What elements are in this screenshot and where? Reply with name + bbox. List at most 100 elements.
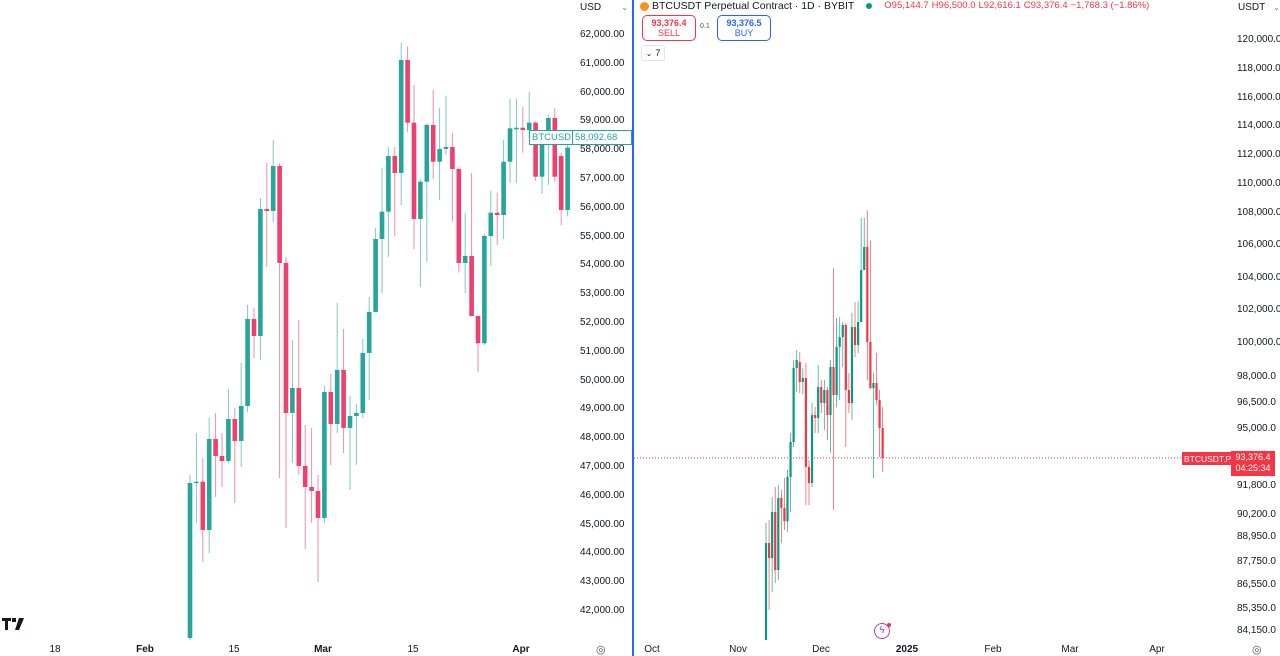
left-candle (315, 474, 321, 582)
candle-body (328, 391, 334, 424)
candle-body (783, 507, 786, 522)
candle-body (354, 412, 359, 416)
left-price-tick: 54,000.00 (580, 259, 625, 271)
candle-body (771, 512, 774, 559)
left-candle (213, 413, 218, 497)
right-candle (798, 352, 801, 394)
sell-button[interactable]: 93,376.4 SELL (642, 15, 696, 41)
right-candle (875, 353, 878, 405)
market-open-status-icon (866, 3, 873, 9)
candle-body (475, 315, 481, 344)
bar-countdown: 04:25:34 (1235, 463, 1271, 473)
buy-price: 93,376.5 (726, 18, 762, 28)
right-candle (823, 379, 826, 430)
candle-body (437, 148, 442, 162)
candle-body (270, 165, 276, 211)
right-candle (792, 360, 795, 447)
candle-body (501, 161, 506, 215)
right-candle (866, 210, 869, 380)
buy-button[interactable]: 93,376.5 BUY (717, 15, 771, 41)
candle-body (866, 246, 869, 343)
tradingview-logo[interactable] (2, 617, 26, 633)
candle-body (881, 427, 884, 458)
right-currency-select[interactable]: USDT ⌄ (1234, 0, 1280, 14)
right-price-tick: 90,200.0 (1237, 509, 1276, 520)
right-price-tick: 100,000.0 (1237, 337, 1280, 348)
right-symbol-label: BTCUSDT.P (1182, 452, 1234, 465)
left-chart-canvas[interactable] (0, 0, 632, 640)
candle-body (804, 378, 808, 467)
candle-body (334, 369, 340, 424)
left-candle (251, 307, 257, 358)
candle-body (558, 155, 564, 210)
left-candle (379, 167, 385, 293)
left-price-tick: 55,000.00 (580, 230, 625, 242)
candle-body (219, 455, 225, 461)
right-candle (771, 497, 774, 592)
left-candle (456, 167, 462, 273)
indicators-toggle-button[interactable]: ⌄ 7 (641, 45, 665, 61)
candle-body (418, 181, 423, 219)
sell-price: 93,376.4 (651, 18, 687, 28)
left-price-tick: 42,000.00 (580, 605, 625, 616)
lightning-alert-icon[interactable]: ϟ (874, 623, 890, 639)
left-price-tick: 52,000.00 (580, 317, 625, 328)
left-price-tick: 46,000.00 (580, 489, 625, 501)
candle-body (847, 390, 850, 403)
candle-body (488, 212, 494, 236)
candle-body (875, 383, 878, 401)
candle-body (290, 387, 295, 413)
right-candle (814, 406, 817, 433)
candle-body (857, 321, 860, 346)
left-candle (392, 147, 398, 236)
candle-body (798, 362, 801, 383)
right-candle (780, 489, 783, 544)
left-candle (475, 315, 481, 372)
right-last-price-label: 93,376.4 04:25:34 (1231, 451, 1275, 476)
right-price-tick: 84,150.0 (1237, 625, 1276, 636)
left-candle (501, 140, 506, 239)
left-candle (290, 339, 295, 463)
left-candle (494, 192, 500, 245)
candle-body (780, 497, 783, 508)
candle-body (238, 405, 244, 441)
candle-body (296, 387, 302, 466)
ohlc-high: H96,500.0 (931, 0, 976, 11)
left-candle (488, 190, 494, 266)
left-currency-select[interactable]: USD ⌄ (576, 0, 632, 14)
right-time-tick: Oct (644, 644, 660, 655)
left-candle (565, 141, 570, 217)
left-symbol-label: BTCUSD (529, 130, 575, 145)
right-candle (820, 379, 823, 414)
pane-divider[interactable] (632, 0, 634, 656)
left-price-tick: 43,000.00 (580, 576, 625, 588)
right-chart-canvas[interactable] (0, 0, 1280, 640)
left-candle (558, 153, 564, 226)
left-candle (258, 197, 263, 360)
left-candle (546, 114, 551, 185)
candle-body (424, 125, 430, 182)
candle-body (826, 390, 829, 415)
right-time-tick: Apr (1149, 644, 1165, 655)
left-auto-scale-icon[interactable]: ◎ (596, 644, 606, 656)
left-candle (424, 122, 430, 262)
candle-body (456, 169, 462, 263)
candle-body (514, 127, 519, 130)
candle-body (844, 325, 847, 390)
right-price-tick: 114,000.0 (1237, 120, 1280, 131)
candle-body (789, 442, 792, 477)
right-auto-scale-icon[interactable]: ◎ (1252, 644, 1262, 656)
right-price-tick: 98,000.0 (1237, 371, 1276, 382)
left-candle (334, 302, 340, 433)
right-price-tick: 116,000.0 (1237, 91, 1280, 103)
candle-body (347, 415, 353, 428)
right-chart-title[interactable]: BTCUSDT Perpetual Contract · 1D · BYBIT (652, 0, 855, 12)
candle-body (392, 155, 398, 173)
left-price-tick: 61,000.00 (580, 57, 625, 69)
right-price-tick: 110,000.0 (1237, 178, 1280, 189)
right-candle (783, 477, 786, 530)
right-candle (767, 520, 771, 610)
left-candle (520, 107, 526, 153)
left-candle (539, 135, 545, 194)
right-candle (853, 302, 857, 358)
